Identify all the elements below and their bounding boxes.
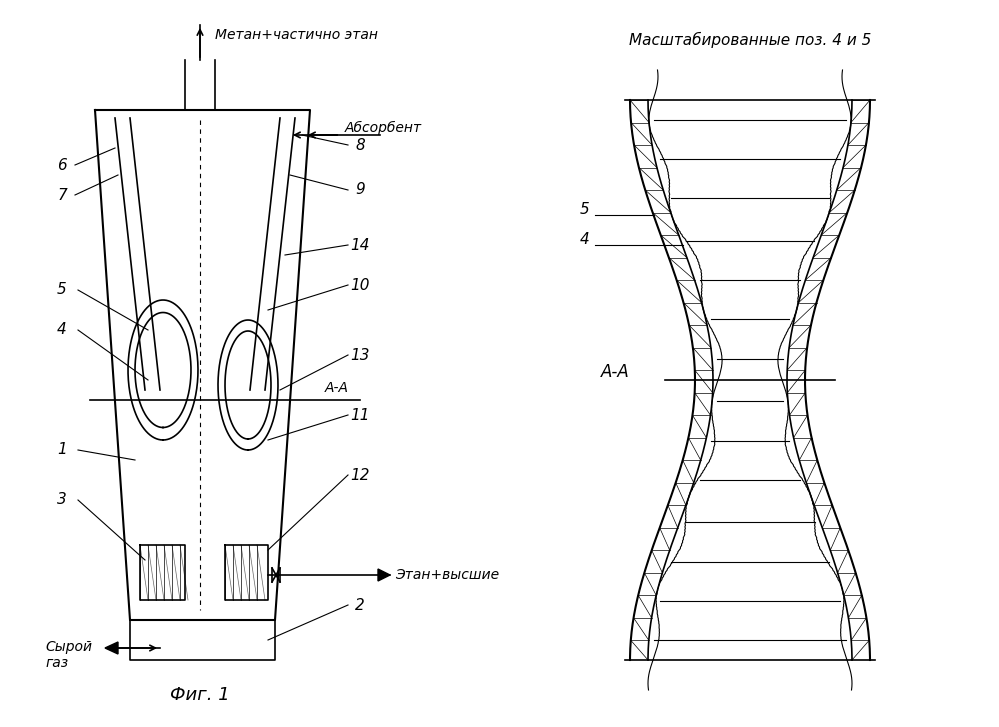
Text: 3: 3 — [57, 492, 67, 507]
Text: 5: 5 — [580, 203, 589, 217]
Text: 4: 4 — [57, 323, 67, 337]
Text: Абсорбент: Абсорбент — [345, 121, 423, 135]
Polygon shape — [378, 569, 390, 581]
Text: А-А: А-А — [600, 363, 629, 381]
Text: Метан+частично этан: Метан+частично этан — [215, 28, 378, 42]
Polygon shape — [105, 642, 118, 654]
Text: 14: 14 — [351, 238, 370, 252]
Text: 8: 8 — [355, 137, 365, 153]
Text: 10: 10 — [351, 278, 370, 292]
Text: 12: 12 — [351, 467, 370, 483]
Text: 9: 9 — [355, 182, 365, 198]
Text: 6: 6 — [57, 158, 67, 172]
Text: Фиг. 1: Фиг. 1 — [170, 686, 230, 704]
Text: 5: 5 — [57, 283, 67, 297]
Text: 4: 4 — [580, 233, 589, 247]
Text: 11: 11 — [351, 408, 370, 422]
Text: 13: 13 — [351, 348, 370, 363]
Text: 2: 2 — [355, 598, 365, 613]
Text: Этан+высшие: Этан+высшие — [395, 568, 500, 582]
Text: Сырой
газ: Сырой газ — [45, 640, 92, 670]
Text: Масштабированные поз. 4 и 5: Масштабированные поз. 4 и 5 — [628, 32, 871, 48]
Text: А-А: А-А — [325, 381, 349, 395]
Text: 1: 1 — [57, 443, 67, 457]
Text: 7: 7 — [57, 188, 67, 203]
